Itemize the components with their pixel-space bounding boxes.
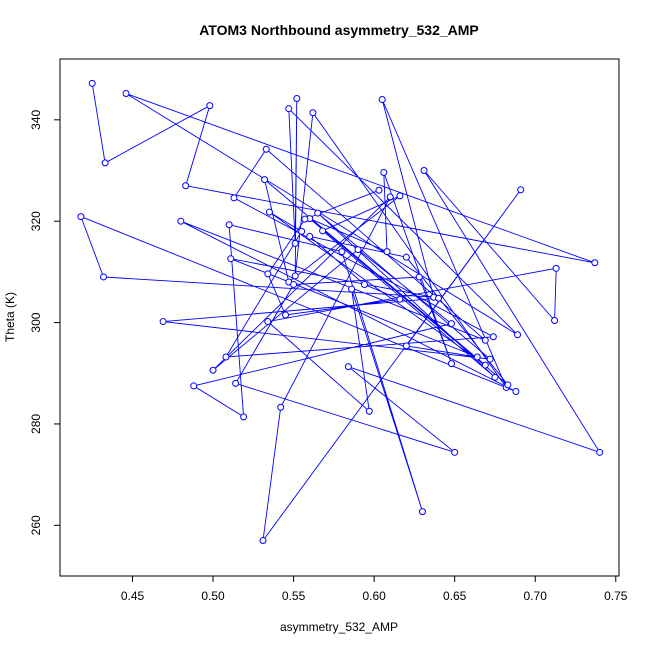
data-point xyxy=(261,176,269,184)
data-point xyxy=(396,295,404,303)
y-axis: 260 280 300 320 340 xyxy=(29,109,61,535)
x-axis: 0.45 0.50 0.55 0.60 0.65 0.70 0.75 xyxy=(121,575,628,603)
data-point xyxy=(227,255,235,263)
data-point xyxy=(298,227,306,235)
data-point xyxy=(481,361,489,369)
y-tick-label: 260 xyxy=(29,515,43,535)
data-point xyxy=(301,215,309,223)
data-point xyxy=(225,221,233,229)
data-point xyxy=(265,208,273,216)
data-point xyxy=(285,105,293,113)
data-point xyxy=(596,448,604,456)
x-tick-label: 0.45 xyxy=(121,589,145,603)
data-point xyxy=(447,360,455,368)
data-point xyxy=(290,281,298,289)
data-point xyxy=(190,382,198,390)
data-point xyxy=(159,318,167,326)
data-point xyxy=(319,227,327,235)
data-point xyxy=(291,272,299,280)
data-point xyxy=(277,403,285,411)
y-tick-label: 340 xyxy=(29,109,43,129)
data-point xyxy=(591,259,599,267)
data-point xyxy=(491,373,499,381)
data-point xyxy=(481,336,489,344)
data-point xyxy=(375,186,383,194)
data-point xyxy=(344,363,352,371)
data-point xyxy=(383,248,391,256)
data-point xyxy=(504,381,512,389)
data-point xyxy=(380,169,388,177)
data-point xyxy=(77,213,85,221)
chart-title: ATOM3 Northbound asymmetry_532_AMP xyxy=(199,22,479,38)
data-point xyxy=(360,281,368,289)
data-point xyxy=(309,109,317,117)
data-point xyxy=(514,331,522,339)
data-point xyxy=(552,264,560,272)
series-points xyxy=(77,79,604,545)
x-tick-label: 0.70 xyxy=(524,589,548,603)
y-tick-label: 300 xyxy=(29,312,43,332)
x-tick-label: 0.65 xyxy=(443,589,467,603)
data-point xyxy=(182,182,190,190)
y-tick-label: 320 xyxy=(29,211,43,231)
data-point xyxy=(447,320,455,328)
x-tick-label: 0.75 xyxy=(604,589,628,603)
data-point xyxy=(402,253,410,261)
x-tick-label: 0.55 xyxy=(282,589,306,603)
data-point xyxy=(264,318,272,326)
data-point xyxy=(435,294,443,302)
data-point xyxy=(396,192,404,200)
data-point xyxy=(293,95,301,103)
data-point xyxy=(354,246,362,254)
data-point xyxy=(348,285,356,293)
data-point xyxy=(177,217,185,225)
data-point xyxy=(222,353,230,361)
data-point xyxy=(512,388,520,396)
data-point xyxy=(264,270,272,278)
data-point xyxy=(282,311,290,319)
data-point xyxy=(88,79,96,87)
data-point xyxy=(259,537,267,545)
series-path xyxy=(80,83,601,541)
data-point xyxy=(230,194,238,202)
data-point xyxy=(420,167,428,175)
data-point xyxy=(306,232,314,240)
plot-frame xyxy=(59,58,620,577)
data-point xyxy=(551,317,559,325)
x-axis-label: asymmetry_532_AMP xyxy=(280,620,398,634)
data-point xyxy=(314,209,322,217)
data-point xyxy=(386,193,394,201)
data-point xyxy=(365,407,373,415)
data-point xyxy=(489,333,497,341)
data-point xyxy=(232,379,240,387)
data-point xyxy=(517,186,525,194)
data-point xyxy=(122,89,130,97)
series-line xyxy=(80,83,601,541)
data-point xyxy=(473,353,481,361)
data-point xyxy=(99,273,107,281)
data-point xyxy=(206,102,214,110)
y-tick-label: 280 xyxy=(29,414,43,434)
x-tick-label: 0.60 xyxy=(362,589,386,603)
data-point xyxy=(486,355,494,363)
data-point xyxy=(262,145,270,153)
data-point xyxy=(378,96,386,104)
y-axis-label: Theta (K) xyxy=(3,292,17,342)
data-point xyxy=(291,239,299,247)
data-point xyxy=(451,448,459,456)
data-point xyxy=(101,159,109,167)
x-tick-label: 0.50 xyxy=(201,589,225,603)
data-point xyxy=(418,508,426,516)
data-point xyxy=(209,366,217,374)
data-point xyxy=(240,413,248,421)
data-point xyxy=(338,248,346,256)
data-point xyxy=(415,273,423,281)
data-point xyxy=(402,342,410,350)
